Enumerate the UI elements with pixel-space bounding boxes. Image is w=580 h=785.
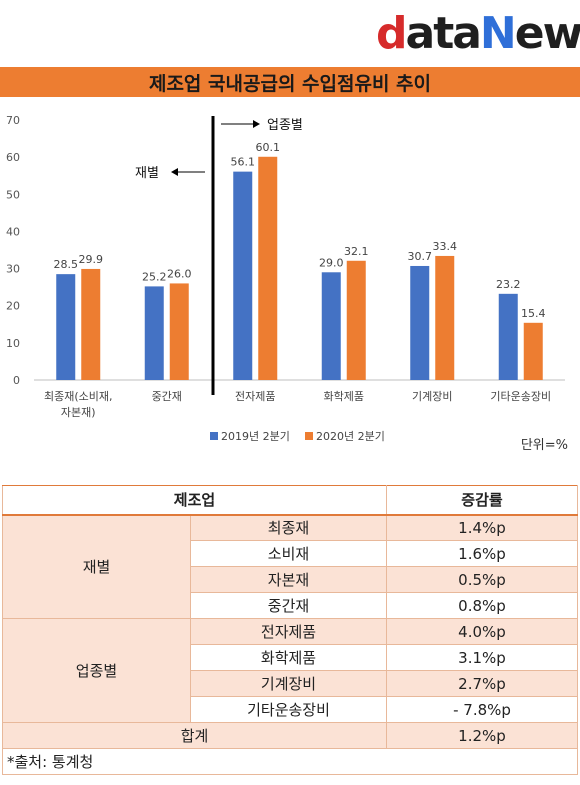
- bar: [410, 265, 430, 380]
- row-value: 0.8%p: [386, 592, 578, 619]
- header-manufacturing: 제조업: [2, 485, 387, 516]
- title-bar: 제조업 국내공급의 수입점유비 추이: [0, 67, 580, 97]
- y-tick-label: 70: [6, 114, 20, 127]
- annotation-left: 재별: [135, 166, 159, 181]
- total-label: 합계: [2, 722, 387, 749]
- bar: [435, 255, 455, 380]
- row-name: 전자제품: [190, 618, 387, 645]
- bar: [169, 283, 189, 380]
- x-tick-label: 기계장비: [412, 390, 452, 403]
- data-label: 25.2: [142, 270, 167, 283]
- x-tick-label: 최종재(소비재,: [44, 390, 113, 403]
- bar: [523, 322, 543, 380]
- bar: [258, 156, 278, 380]
- row-name: 소비재: [190, 540, 387, 567]
- data-label: 60.1: [256, 141, 281, 154]
- table-row: 기계장비 2.7%p: [3, 670, 578, 697]
- row-value: 2.7%p: [386, 670, 578, 697]
- y-tick-label: 0: [13, 374, 20, 387]
- x-tick-label: 자본재): [61, 406, 96, 419]
- row-name: 기타운송장비: [190, 696, 387, 723]
- legend-swatch: [210, 432, 218, 440]
- bar: [144, 286, 164, 380]
- logo-wordmark: dataNews: [376, 8, 580, 59]
- x-tick-label: 화학제품: [324, 390, 364, 403]
- data-label: 56.1: [231, 156, 256, 169]
- group-label: 재별: [2, 514, 191, 619]
- data-label: 26.0: [167, 267, 192, 280]
- source-note: *출처: 통계청: [2, 748, 578, 775]
- chart-title: 제조업 국내공급의 수입점유비 추이: [148, 72, 432, 95]
- table-row: 기타운송장비 - 7.8%p: [3, 696, 578, 723]
- table-header-row: 제조업 증감률: [2, 485, 578, 516]
- bar: [233, 171, 253, 380]
- row-name: 기계장비: [190, 670, 387, 697]
- annotation-right: 업종별: [267, 118, 303, 133]
- data-label: 32.1: [344, 245, 369, 258]
- total-value: 1.2%p: [386, 722, 578, 749]
- data-label: 29.0: [319, 256, 344, 269]
- data-label: 15.4: [521, 307, 546, 320]
- data-label: 23.2: [496, 278, 521, 291]
- x-tick-label: 전자제품: [235, 390, 275, 403]
- y-tick-label: 60: [6, 151, 20, 164]
- y-tick-label: 20: [6, 300, 20, 313]
- row-name: 최종재: [190, 514, 387, 541]
- row-name: 자본재: [190, 566, 387, 593]
- data-label: 33.4: [433, 240, 458, 253]
- legend-label: 2019년 2분기: [221, 430, 290, 443]
- bar: [321, 272, 341, 380]
- table-row: 재별 최종재 1.4%p: [2, 514, 578, 619]
- legend-label: 2020년 2분기: [316, 430, 385, 443]
- data-label: 30.7: [408, 250, 433, 263]
- data-label: 28.5: [54, 258, 79, 271]
- group-label: 업종별: [2, 618, 191, 723]
- bar: [498, 293, 518, 380]
- source-row: *출처: 통계청: [2, 748, 578, 775]
- table-row: 자본재 0.5%p: [3, 566, 578, 593]
- x-tick-label: 기타운송장비: [490, 390, 551, 403]
- header-change-rate: 증감률: [386, 485, 578, 516]
- y-tick-label: 40: [6, 225, 20, 238]
- row-value: 3.1%p: [386, 644, 578, 671]
- row-name: 화학제품: [190, 644, 387, 671]
- row-name: 중간재: [190, 592, 387, 619]
- arrow-right-head-icon: [253, 120, 260, 128]
- row-value: 4.0%p: [386, 618, 578, 645]
- table-row: 중간재 0.8%p: [3, 592, 578, 619]
- row-value: 0.5%p: [386, 566, 578, 593]
- unit-label: 단위=%: [520, 438, 568, 453]
- row-value: 1.4%p: [386, 514, 578, 541]
- row-value: 1.6%p: [386, 540, 578, 567]
- bar: [346, 260, 366, 380]
- x-tick-label: 중간재: [152, 390, 182, 403]
- bar: [81, 268, 101, 380]
- table-row: 화학제품 3.1%p: [3, 644, 578, 671]
- arrow-left-head-icon: [171, 168, 178, 176]
- summary-table: 제조업 증감률 재별 최종재 1.4%p 소비재 1.6%p 자본재 0.5%p…: [2, 485, 578, 775]
- bar: [56, 274, 76, 380]
- total-row: 합계 1.2%p: [2, 722, 578, 749]
- datanews-logo: dataNews: [376, 8, 580, 64]
- table-row: 업종별 전자제품 4.0%p: [2, 618, 578, 723]
- row-value: - 7.8%p: [386, 696, 578, 723]
- table-row: 소비재 1.6%p: [3, 540, 578, 567]
- legend-swatch: [305, 432, 313, 440]
- y-tick-label: 50: [6, 188, 20, 201]
- data-label: 29.9: [79, 253, 104, 266]
- y-tick-label: 30: [6, 263, 20, 276]
- y-tick-label: 10: [6, 337, 20, 350]
